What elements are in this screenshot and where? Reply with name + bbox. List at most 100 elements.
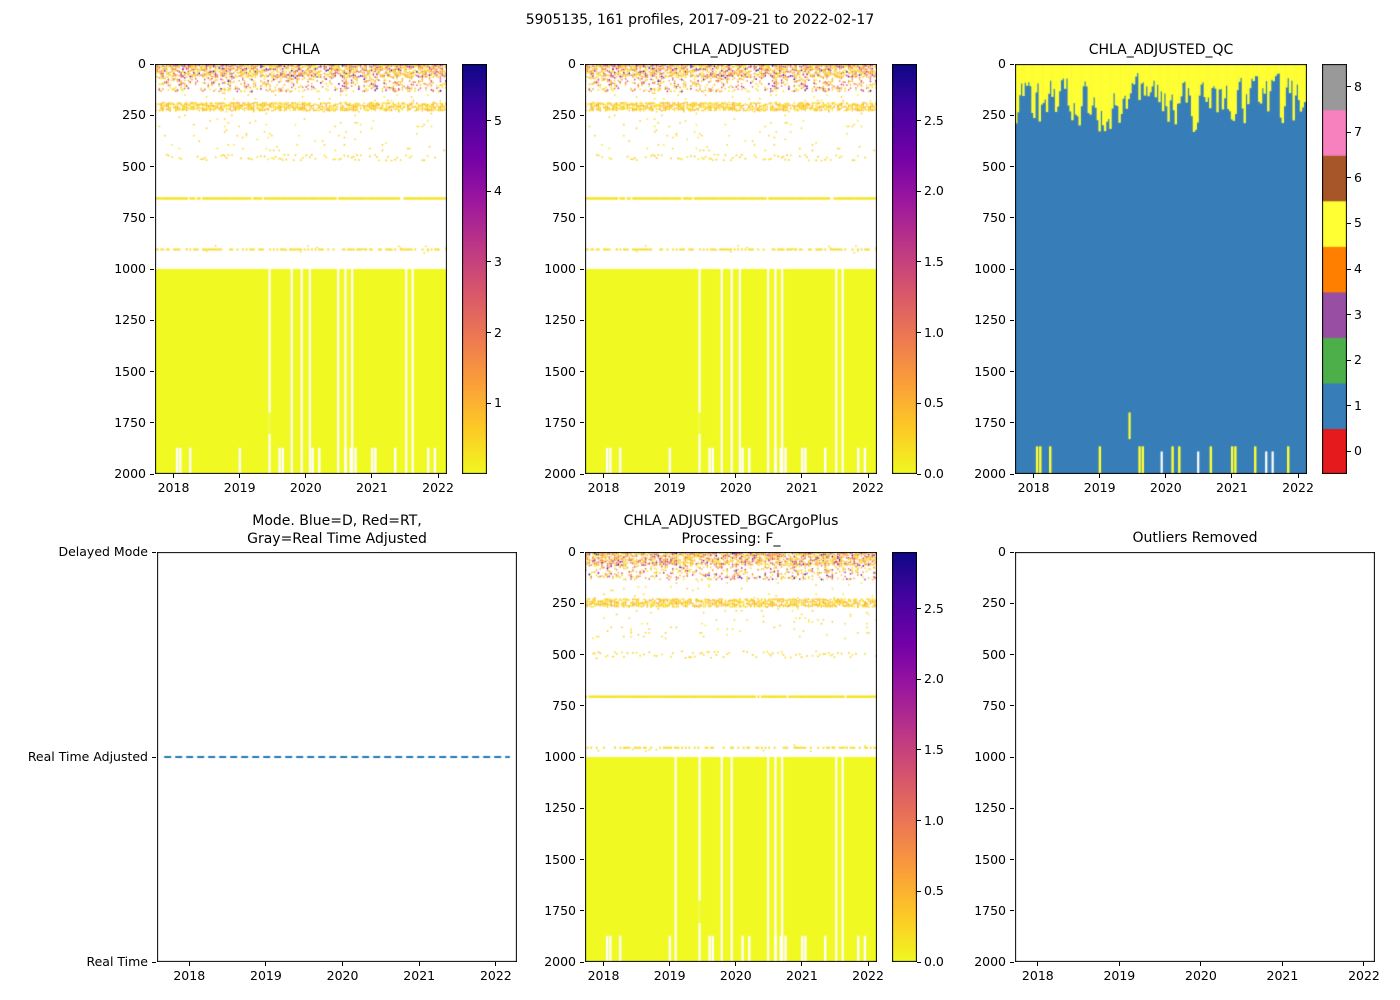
y-tick-mark (580, 422, 584, 424)
y-tick-mark (580, 217, 584, 219)
colorbar-tick-label: 1.0 (924, 324, 944, 340)
x-tick-mark (1200, 962, 1202, 966)
y-tick-label: 1500 (544, 363, 576, 379)
y-tick-label: 2000 (544, 466, 576, 481)
y-tick-mark (580, 114, 584, 116)
colorbar-tick-mark (917, 678, 921, 680)
chla-adjusted-heatmap-canvas (585, 64, 877, 474)
colorbar (1322, 64, 1347, 474)
x-tick-label: 2019 (223, 480, 256, 495)
x-tick-label: 2021 (1216, 480, 1248, 495)
y-tick-label: 750 (122, 209, 146, 225)
y-tick-mark (152, 756, 156, 758)
y-tick-mark (580, 705, 584, 707)
x-tick-mark (239, 474, 241, 478)
colorbar-tick-label: 3 (1354, 306, 1362, 322)
colorbar-tick-label: 2.5 (924, 112, 944, 128)
y-tick-mark (580, 602, 584, 604)
y-tick-label: 500 (122, 158, 146, 174)
y-tick-label: 1250 (974, 800, 1006, 816)
y-tick-label: 1500 (974, 851, 1006, 867)
y-tick-mark (150, 422, 154, 424)
x-tick-label: 2018 (1017, 480, 1050, 495)
y-tick-label: 2000 (544, 954, 576, 969)
x-tick-label: 2019 (1103, 968, 1136, 983)
figure-title: 5905135, 161 profiles, 2017-09-21 to 202… (525, 12, 875, 28)
y-tick-mark (150, 371, 154, 372)
x-tick-label: 2021 (1266, 968, 1299, 983)
colorbar-tick-mark (917, 332, 921, 334)
colorbar-tick-mark (1347, 359, 1351, 361)
y-tick-label: 500 (982, 646, 1006, 662)
x-tick-label: 2020 (719, 480, 752, 495)
colorbar-tick-label: 1 (1354, 397, 1362, 413)
y-tick-label: 1750 (974, 414, 1006, 430)
x-tick-mark (342, 962, 344, 966)
colorbar-tick-mark (917, 608, 921, 610)
colorbar-tick-mark (917, 261, 921, 263)
plot-title-chla: CHLA (155, 41, 447, 59)
colorbar-tick-mark (487, 261, 491, 263)
x-tick-mark (603, 474, 605, 478)
y-tick-mark (1010, 268, 1014, 270)
colorbar-tick-mark (917, 890, 921, 892)
y-tick-mark (1010, 961, 1014, 963)
x-tick-mark (1297, 474, 1299, 478)
y-tick-label: 0 (998, 56, 1006, 71)
y-tick-label: 1250 (114, 312, 146, 328)
y-tick-mark (1010, 551, 1014, 553)
colorbar-tick-label: 0 (1354, 443, 1362, 459)
y-tick-mark (150, 166, 154, 167)
y-tick-mark (1010, 859, 1014, 860)
x-tick-label: 2022 (479, 968, 512, 983)
plot-title-bgc: CHLA_ADJUSTED_BGCArgoPlus Processing: F_ (585, 512, 877, 548)
x-tick-mark (265, 962, 267, 966)
colorbar (892, 64, 917, 474)
x-tick-label: 2022 (852, 480, 884, 495)
colorbar-tick-label: 5 (1354, 215, 1362, 231)
colorbar-tick-label: 0.0 (924, 954, 944, 969)
y-tick-label: 0 (568, 544, 576, 559)
y-tick-mark (1010, 371, 1014, 372)
x-tick-label: 2020 (1149, 480, 1182, 495)
x-tick-mark (1363, 962, 1365, 966)
y-tick-mark (1010, 114, 1014, 116)
x-tick-label: 2020 (1185, 968, 1217, 983)
x-tick-mark (867, 474, 869, 478)
y-tick-mark (580, 371, 584, 372)
y-tick-mark (150, 114, 154, 116)
y-tick-label: 1000 (974, 261, 1006, 276)
y-tick-label: 250 (982, 595, 1006, 611)
x-tick-mark (418, 962, 420, 966)
x-tick-label: 2020 (719, 968, 752, 983)
colorbar-tick-label: 0.5 (924, 395, 944, 411)
y-tick-label: 1500 (974, 363, 1006, 379)
x-tick-label: 2019 (1083, 480, 1116, 495)
y-tick-label: Real Time Adjusted (27, 749, 148, 764)
x-tick-mark (1118, 962, 1120, 966)
x-tick-mark (669, 962, 671, 966)
colorbar-tick-mark (917, 190, 921, 192)
x-tick-label: 2018 (587, 968, 620, 983)
x-tick-label: 2021 (356, 480, 388, 495)
x-tick-label: 2018 (173, 968, 206, 983)
colorbar-tick-label: 0.5 (924, 883, 944, 899)
colorbar-tick-mark (1347, 131, 1351, 133)
y-tick-mark (150, 63, 154, 65)
y-tick-mark (580, 268, 584, 270)
colorbar-tick-mark (1347, 405, 1351, 407)
colorbar-tick-mark (487, 190, 491, 192)
plot-title-line2: Processing: F_ (681, 531, 781, 547)
y-tick-mark (1010, 910, 1014, 912)
colorbar-tick-label: 1 (494, 395, 502, 411)
x-tick-mark (437, 474, 439, 478)
mode-line-canvas (157, 552, 517, 962)
colorbar-tick-mark (917, 749, 921, 751)
colorbar-tick-mark (917, 120, 921, 122)
plot-title-text: CHLA_ADJUSTED_QC (1088, 42, 1234, 58)
plot-title-line1: CHLA_ADJUSTED_BGCArgoPlus (623, 513, 839, 529)
colorbar-tick-label: 5 (494, 112, 502, 128)
x-tick-mark (1033, 474, 1035, 478)
x-tick-mark (735, 474, 737, 478)
